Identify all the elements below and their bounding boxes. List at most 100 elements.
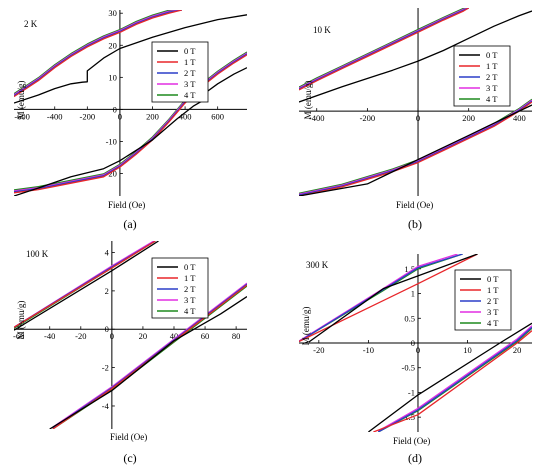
x-axis-label: Field (Oe): [108, 200, 145, 210]
x-tick-label: 40: [170, 331, 179, 341]
x-tick-label: -40: [44, 331, 55, 341]
series-line-1t-upper: [14, 241, 156, 328]
series-line-3t-lower: [14, 52, 247, 192]
panel-title: 100 K: [26, 249, 49, 259]
y-tick-label: -1: [408, 387, 415, 397]
series-line-1t-upper: [299, 8, 470, 91]
y-axis-label: M (emu/g): [303, 81, 313, 120]
panel-title: 10 K: [313, 25, 331, 35]
y-tick-label: 4: [105, 248, 110, 258]
y-tick-label: -0.5: [402, 363, 415, 373]
series-line-2t-upper: [299, 254, 463, 343]
x-axis-label: Field (Oe): [396, 200, 433, 210]
legend-label: 3 T: [486, 83, 498, 93]
y-tick-label: -1.5: [402, 412, 415, 422]
legend-label: 1 T: [184, 273, 196, 283]
legend-label: 0 T: [184, 46, 196, 56]
legend: 0 T1 T2 T3 T4 T: [454, 269, 512, 331]
x-tick-label: 200: [146, 111, 159, 121]
y-tick-label: -4: [102, 401, 110, 411]
legend-label: 0 T: [184, 262, 196, 272]
y-tick-label: -2: [102, 363, 109, 373]
panel-title: 300 K: [306, 260, 329, 270]
legend-label: 0 T: [486, 50, 498, 60]
y-tick-label: 0: [411, 338, 415, 348]
y-tick-label: 2: [105, 286, 109, 296]
legend-label: 2 T: [486, 72, 498, 82]
y-tick-label: 20: [108, 40, 117, 50]
legend-label: 1 T: [184, 57, 196, 67]
series-line-0t-upper: [299, 10, 532, 103]
x-tick-label: -200: [80, 111, 96, 121]
panel-title: 2 K: [24, 19, 38, 29]
x-tick-label: 600: [211, 111, 224, 121]
series-group: [14, 10, 247, 196]
series-line-2t-lower: [377, 326, 532, 432]
x-tick-label: 80: [232, 331, 241, 341]
series-line-2t-upper: [14, 10, 182, 97]
series-line-4t-upper: [299, 8, 469, 88]
legend: 0 T1 T2 T3 T4 T: [151, 41, 209, 103]
series-group: [14, 241, 247, 429]
x-tick-label: 10: [463, 345, 472, 355]
legend: 0 T1 T2 T3 T4 T: [453, 45, 511, 107]
y-axis-label: M (emu/g): [301, 307, 311, 346]
y-tick-label: 30: [108, 8, 117, 18]
x-tick-label: -20: [75, 331, 86, 341]
series-line-3t-lower: [377, 325, 532, 432]
legend-label: 1 T: [486, 61, 498, 71]
legend-box: [151, 257, 209, 319]
x-tick-label: -600: [14, 111, 30, 121]
y-tick-label: -10: [106, 136, 117, 146]
legend-label: 4 T: [486, 94, 498, 104]
panel-label-c: (c): [123, 451, 136, 465]
legend: 0 T1 T2 T3 T4 T: [151, 257, 209, 319]
series-line-0t-lower: [299, 104, 532, 196]
x-tick-label: -200: [360, 113, 376, 123]
legend-box: [453, 45, 511, 107]
y-tick-label: -20: [106, 169, 117, 179]
y-axis-label: M (emu/g): [16, 301, 26, 340]
y-tick-label: 1: [411, 289, 415, 299]
x-axis-label: Field (Oe): [393, 436, 430, 446]
y-tick-label: 0: [113, 104, 117, 114]
panel-a: -600 -400 -200 0 200 400 600 -20 -10 0 10 20 30 2 K Fi…: [14, 8, 247, 210]
series-line-1t-upper: [14, 10, 182, 98]
legend-label: 4 T: [487, 318, 499, 328]
y-tick-label: 1.5: [404, 264, 415, 274]
series-line-4t-lower: [14, 51, 247, 191]
x-tick-label: -20: [313, 345, 324, 355]
series-line-0t-upper: [14, 241, 159, 331]
x-tick-label: 200: [462, 113, 475, 123]
series-line-3t-upper: [299, 8, 469, 89]
x-tick-label: 0: [110, 331, 114, 341]
x-tick-label: -60: [13, 331, 24, 341]
x-tick-label: 400: [179, 111, 192, 121]
y-tick-label: 0.5: [404, 313, 415, 323]
series-line-2t-lower: [14, 53, 247, 193]
series-line-2t-lower: [52, 283, 247, 429]
x-tick-label: 60: [201, 331, 210, 341]
legend-label: 3 T: [487, 307, 499, 317]
x-tick-label: 0: [416, 345, 420, 355]
panel-label-a: (a): [123, 217, 136, 231]
legend-label: 2 T: [487, 296, 499, 306]
legend-box: [151, 41, 209, 103]
legend-label: 1 T: [487, 285, 499, 295]
legend-label: 3 T: [184, 295, 196, 305]
series-line-2t-upper: [299, 8, 469, 90]
legend-label: 4 T: [184, 306, 196, 316]
series-line-1t-lower: [299, 101, 532, 196]
y-axis-label: M (emu/g): [16, 81, 26, 120]
series-line-3t-lower: [52, 282, 247, 428]
x-tick-label: -400: [309, 113, 325, 123]
legend-label: 3 T: [184, 79, 196, 89]
series-line-1t-upper: [299, 254, 478, 343]
series-line-0t-lower: [14, 67, 247, 196]
x-tick-label: 20: [139, 331, 148, 341]
panel-label-b: (b): [408, 217, 422, 231]
series-line-0t-lower: [49, 296, 247, 429]
